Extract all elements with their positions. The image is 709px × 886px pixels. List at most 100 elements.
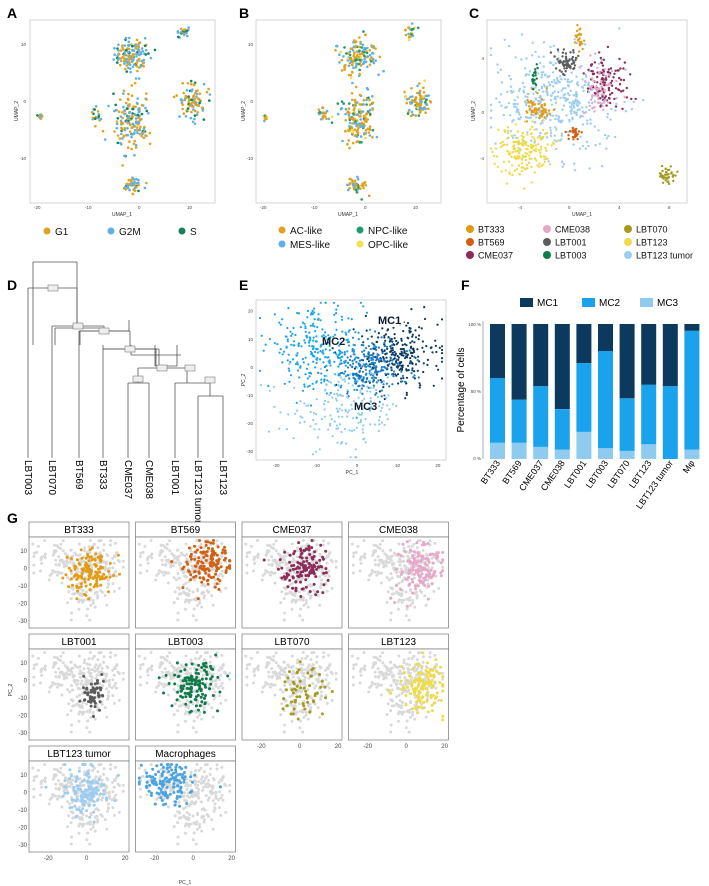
facet-bg-point — [61, 661, 65, 665]
umap-point — [371, 101, 375, 104]
facet-bg-point — [70, 684, 73, 687]
umap-point — [574, 98, 577, 101]
facet-bg-point — [57, 674, 61, 678]
facet-point — [307, 574, 311, 578]
facet-point — [84, 556, 88, 560]
facet-bg-point — [175, 548, 179, 552]
pca-point — [382, 369, 385, 372]
umap-point — [495, 155, 499, 158]
umap-point — [543, 160, 546, 164]
pca-point — [348, 377, 351, 380]
facet-bg-point — [252, 558, 256, 561]
umap-point — [544, 133, 547, 136]
pca-point — [351, 362, 355, 365]
umap-point — [90, 111, 94, 114]
umap-point — [523, 140, 527, 143]
facet-point — [197, 556, 201, 560]
pca-point — [337, 415, 340, 418]
umap-point — [530, 54, 534, 57]
facet-bg-point — [65, 673, 69, 676]
pca-point — [347, 361, 350, 364]
facet-point — [213, 551, 217, 555]
pca-point — [317, 313, 320, 316]
facet-point — [75, 597, 79, 601]
facet-point — [303, 568, 306, 572]
umap-point — [145, 134, 148, 138]
pca-point — [389, 345, 392, 348]
facet-title: BT333 — [64, 525, 94, 536]
facet-point — [423, 562, 427, 566]
umap-point — [542, 119, 545, 122]
umap-point — [526, 131, 529, 134]
pca-point — [296, 363, 299, 366]
umap-point — [195, 92, 199, 96]
dendrogram-node — [98, 327, 110, 335]
facet-bg-point — [54, 563, 58, 567]
facet-bg-point — [91, 598, 95, 602]
facet-point — [65, 555, 69, 559]
umap-point — [570, 112, 573, 115]
umap-point — [117, 43, 120, 47]
umap-point — [123, 59, 126, 63]
umap-point — [408, 108, 411, 112]
umap-point — [492, 154, 496, 158]
facet-bg-point — [67, 590, 71, 594]
umap-point — [120, 126, 123, 130]
umap-point — [360, 184, 363, 187]
umap-point — [614, 135, 617, 139]
umap-point — [583, 83, 586, 87]
facet-point — [285, 572, 289, 576]
umap-point — [130, 180, 133, 184]
legend-a-s: S — [190, 227, 197, 238]
umap-point — [538, 61, 542, 65]
facet-bg-point — [253, 561, 257, 565]
facet-point — [299, 563, 303, 567]
facet-bg-point — [370, 569, 374, 573]
umap-point — [347, 102, 351, 105]
facet-bg-point — [57, 555, 61, 559]
facet-bg-point — [78, 675, 82, 679]
facet-bg-point — [121, 671, 125, 675]
umap-point — [364, 184, 368, 187]
facet-bg-point — [389, 611, 393, 615]
facet-bg-point — [267, 550, 271, 553]
umap-point — [365, 112, 369, 115]
umap-point — [122, 48, 125, 51]
pca-point — [304, 356, 307, 359]
pca-point — [352, 400, 355, 403]
facet-bg-point — [326, 541, 330, 545]
facet-point — [84, 691, 87, 695]
facet-bg-point — [330, 560, 334, 563]
facet-point — [310, 568, 314, 572]
pca-point — [339, 372, 342, 375]
umap-point — [350, 178, 353, 181]
umap-point — [143, 44, 147, 48]
pca-point — [392, 375, 395, 378]
facet-bg-point — [399, 560, 403, 564]
facet-bg-point — [194, 618, 198, 622]
umap-point — [564, 55, 568, 58]
facet-point — [99, 583, 103, 587]
umap-point — [190, 98, 193, 102]
umap-point — [121, 137, 124, 140]
facet-bg-point — [112, 561, 116, 565]
umap-point — [185, 31, 188, 35]
pca-point — [335, 427, 338, 430]
pca-point — [301, 358, 304, 361]
pca-point — [328, 360, 331, 363]
umap-point — [605, 83, 609, 87]
facet-bg-point — [81, 712, 85, 716]
facet-bg-point — [430, 556, 434, 560]
pca-point — [414, 363, 418, 366]
pca-point — [373, 376, 376, 379]
facet-point — [436, 551, 440, 555]
pca-point — [440, 318, 444, 321]
facet-bg-point — [83, 658, 87, 662]
pca-point — [383, 349, 386, 352]
pca-point — [324, 342, 327, 345]
umap-point — [347, 139, 351, 142]
facet-bg-point — [202, 546, 206, 550]
facet-bg-point — [115, 663, 119, 666]
umap-point — [514, 123, 518, 126]
facet-bg-point — [100, 590, 104, 594]
